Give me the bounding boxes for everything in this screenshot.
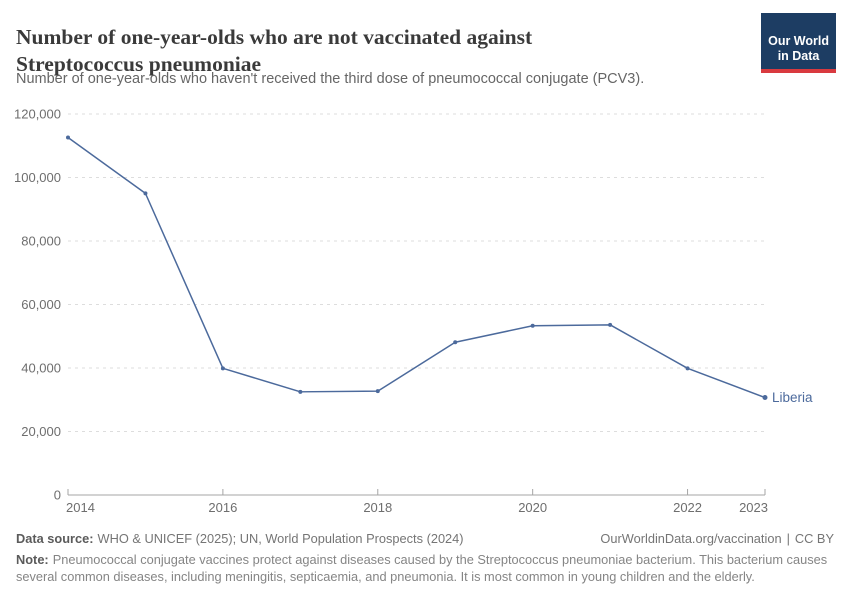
license-label: CC BY <box>794 531 834 546</box>
data-point <box>220 366 225 371</box>
x-tick-label: 2022 <box>673 500 702 515</box>
owid-logo-text: Our World in Data <box>768 34 829 63</box>
data-point <box>298 389 303 394</box>
chart-footer: Data source: WHO & UNICEF (2025); UN, Wor… <box>16 531 834 585</box>
data-source-label: Data source: <box>16 531 94 546</box>
data-point <box>608 322 613 327</box>
y-tick-label: 40,000 <box>21 361 61 376</box>
data-point <box>762 395 768 401</box>
y-tick-label: 60,000 <box>21 297 61 312</box>
data-point <box>453 340 458 345</box>
attribution: OurWorldinData.org/vaccination | CC BY <box>600 531 834 546</box>
owid-url-link[interactable]: OurWorldinData.org/vaccination <box>600 531 782 546</box>
y-tick-label: 80,000 <box>21 234 61 249</box>
line-chart[interactable]: 0 20,000 40,000 60,000 80,000 100,000 120,000 2… <box>0 100 850 530</box>
chart-note: Note: Pneumococcal conjugate vaccines pro… <box>16 551 834 585</box>
note-text: Pneumococcal conjugate vaccines protect … <box>16 552 828 584</box>
attribution-separator: | <box>786 531 790 546</box>
data-point <box>530 323 535 328</box>
y-tick-label: 120,000 <box>14 107 61 122</box>
chart-subtitle: Number of one-year-olds who haven't rece… <box>16 71 645 87</box>
data-point <box>143 191 148 196</box>
data-point <box>66 135 70 140</box>
x-tick-label: 2020 <box>518 500 547 515</box>
x-tick-label: 2018 <box>363 500 392 515</box>
y-tick-label: 20,000 <box>21 424 61 439</box>
data-point <box>685 366 690 371</box>
data-source-text: WHO & UNICEF (2025); UN, World Populatio… <box>97 531 464 546</box>
x-tick-label: 2014 <box>66 500 95 515</box>
y-tick-label: 0 <box>54 488 61 503</box>
data-source: Data source: WHO & UNICEF (2025); UN, Wor… <box>16 531 464 546</box>
page-title: Number of one-year-olds who are not vacc… <box>16 25 533 77</box>
note-label: Note: <box>16 552 49 567</box>
owid-logo[interactable]: Our World in Data <box>761 13 836 73</box>
series-end-label[interactable]: Liberia <box>772 390 813 405</box>
x-tick-label: 2023 <box>739 500 768 515</box>
data-point <box>375 389 380 394</box>
series-line-liberia[interactable] <box>67 136 766 399</box>
x-tick-label: 2016 <box>208 500 237 515</box>
y-tick-label: 100,000 <box>14 170 61 185</box>
